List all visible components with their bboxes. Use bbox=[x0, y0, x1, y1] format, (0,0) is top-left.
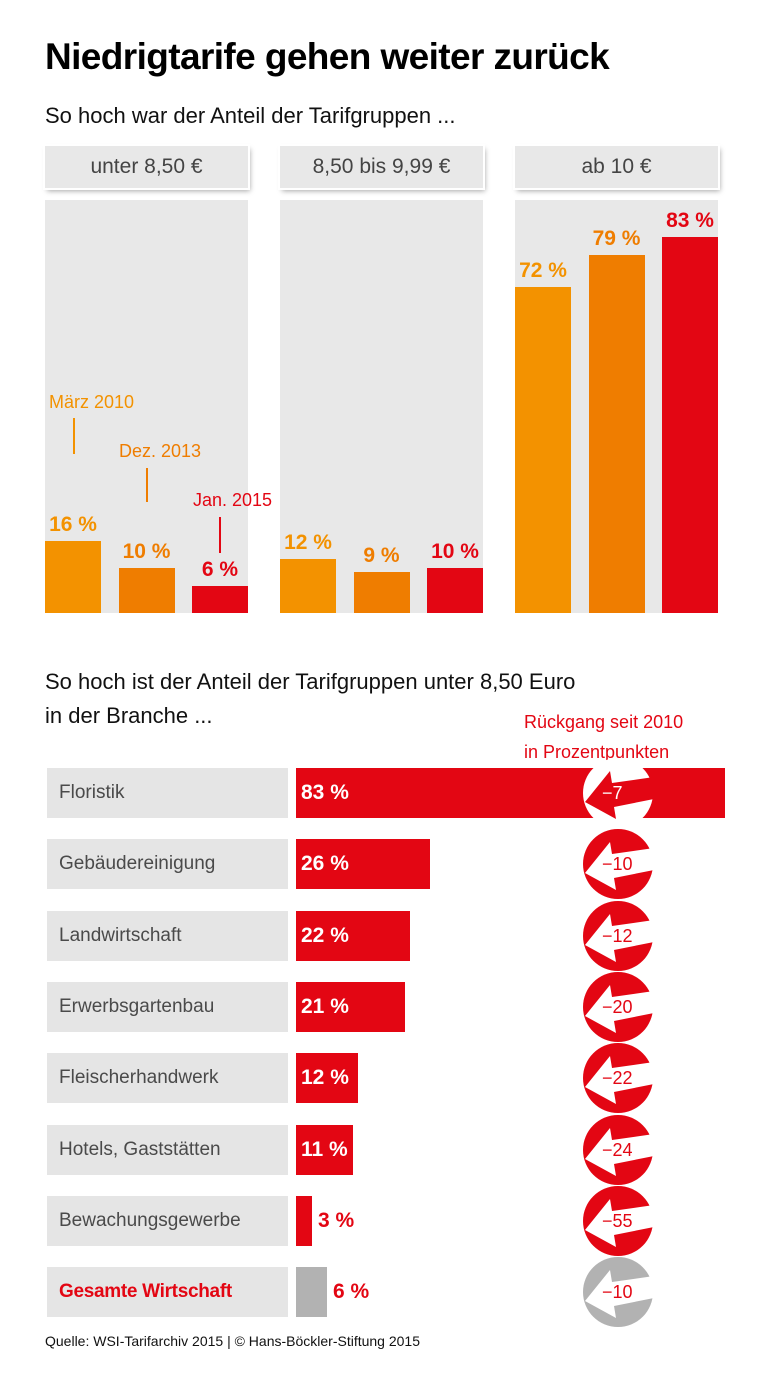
group-header: unter 8,50 € bbox=[45, 146, 248, 188]
bar bbox=[296, 1125, 353, 1175]
legend-leader-line bbox=[73, 418, 75, 454]
bar bbox=[45, 541, 101, 613]
category-label: Landwirtschaft bbox=[47, 911, 288, 961]
decline-value: −22 bbox=[602, 1068, 633, 1088]
bar bbox=[296, 768, 725, 818]
decline-value: −10 bbox=[602, 1282, 633, 1302]
decline-legend: Rückgang seit 2010 in Prozentpunkten bbox=[524, 707, 683, 767]
bar bbox=[118, 568, 175, 613]
bottom-subtitle-line1: So hoch ist der Anteil der Tarifgruppen … bbox=[45, 669, 576, 694]
decline-value: −24 bbox=[602, 1140, 633, 1160]
bar-value-label: 16 % bbox=[49, 513, 97, 536]
decline-legend-line2: in Prozentpunkten bbox=[524, 742, 670, 762]
decline-value: −7 bbox=[602, 783, 623, 803]
bar-value-label: 26 % bbox=[301, 852, 349, 875]
decline-arrow-icon: −20 bbox=[583, 972, 654, 1042]
decline-arrow bbox=[585, 842, 654, 890]
bar-value-label: 21 % bbox=[301, 995, 349, 1018]
bar bbox=[588, 255, 645, 613]
category-label: Hotels, Gaststätten bbox=[47, 1125, 288, 1175]
series-legend-label: Dez. 2013 bbox=[119, 441, 202, 461]
source-note: Quelle: WSI-Tarifarchiv 2015 | © Hans-Bö… bbox=[45, 1333, 420, 1349]
category-label: Gebäudereinigung bbox=[47, 839, 288, 889]
decline-arrow-icon: −55 bbox=[583, 1186, 654, 1256]
bar bbox=[353, 572, 410, 613]
bar bbox=[296, 839, 430, 889]
decline-legend-line1: Rückgang seit 2010 bbox=[524, 712, 684, 732]
decline-arrow bbox=[585, 771, 654, 819]
bar-value-label: 6 % bbox=[333, 1280, 370, 1303]
decline-arrow-icon: −22 bbox=[583, 1043, 654, 1113]
bar bbox=[427, 568, 483, 613]
decline-value: −20 bbox=[602, 997, 633, 1017]
bar bbox=[280, 559, 336, 613]
bar bbox=[296, 1267, 327, 1317]
bar bbox=[515, 287, 571, 613]
bar-value-label: 6 % bbox=[201, 558, 239, 581]
decline-value: −10 bbox=[602, 854, 633, 874]
bar bbox=[192, 586, 248, 613]
decline-arrow-icon: −10 bbox=[583, 1257, 654, 1327]
bar-value-label: 83 % bbox=[666, 209, 714, 232]
bottom-chart-subtitle: So hoch ist der Anteil der Tarifgruppen … bbox=[45, 665, 575, 733]
bar bbox=[296, 982, 405, 1032]
bar-value-label: 10 % bbox=[122, 540, 171, 563]
bar-value-label: 79 % bbox=[592, 227, 641, 250]
decline-arrow bbox=[585, 1128, 654, 1176]
decline-arrow bbox=[585, 985, 654, 1033]
bar-value-label: 83 % bbox=[301, 781, 349, 804]
bar-value-label: 72 % bbox=[519, 259, 567, 282]
category-label: Floristik bbox=[47, 768, 288, 818]
legend-leader-line bbox=[146, 468, 148, 502]
decline-arrow-icon: −7 bbox=[583, 758, 654, 828]
group-panel: 16 % 10 % 6 % bbox=[45, 200, 248, 613]
bar-value-label: 12 % bbox=[284, 531, 332, 554]
bar-value-label: 22 % bbox=[301, 924, 349, 947]
bottom-subtitle-line2: in der Branche ... bbox=[45, 703, 213, 728]
bar bbox=[296, 1053, 358, 1103]
decline-arrow bbox=[585, 914, 654, 962]
bar-value-label: 12 % bbox=[301, 1066, 349, 1089]
chart-title: Niedrigtarife gehen weiter zurück bbox=[45, 36, 610, 77]
bar-value-label: 3 % bbox=[318, 1209, 355, 1232]
bar-value-label: 9 % bbox=[363, 544, 400, 567]
decline-arrow bbox=[585, 1270, 654, 1318]
category-label: Gesamte Wirtschaft bbox=[47, 1267, 288, 1317]
category-label: Erwerbsgartenbau bbox=[47, 982, 288, 1032]
bar-value-label: 11 % bbox=[301, 1138, 348, 1161]
decline-arrow-icon: −24 bbox=[583, 1115, 654, 1185]
decline-arrow bbox=[585, 1056, 654, 1104]
series-legend-label: März 2010 bbox=[49, 392, 135, 412]
bar bbox=[296, 911, 410, 961]
bar bbox=[296, 1196, 312, 1246]
series-legend-label: Jan. 2015 bbox=[193, 490, 273, 510]
bar-value-label: 10 % bbox=[431, 540, 479, 563]
legend-leader-line bbox=[219, 517, 221, 553]
category-label: Bewachungsgewerbe bbox=[47, 1196, 288, 1246]
group-header: 8,50 bis 9,99 € bbox=[280, 146, 483, 188]
decline-arrow-icon: −12 bbox=[583, 901, 654, 971]
top-chart-subtitle: So hoch war der Anteil der Tarifgruppen … bbox=[45, 103, 456, 128]
group-panel: 72 % 79 % 83 % bbox=[515, 200, 718, 613]
bar bbox=[662, 237, 718, 613]
decline-value: −55 bbox=[602, 1211, 633, 1231]
decline-arrow bbox=[585, 1199, 654, 1247]
decline-arrow-icon: −10 bbox=[583, 829, 654, 899]
group-panel: 12 % 9 % 10 % bbox=[280, 200, 483, 613]
decline-value: −12 bbox=[602, 926, 633, 946]
group-header: ab 10 € bbox=[515, 146, 718, 188]
category-label: Fleischerhandwerk bbox=[47, 1053, 288, 1103]
